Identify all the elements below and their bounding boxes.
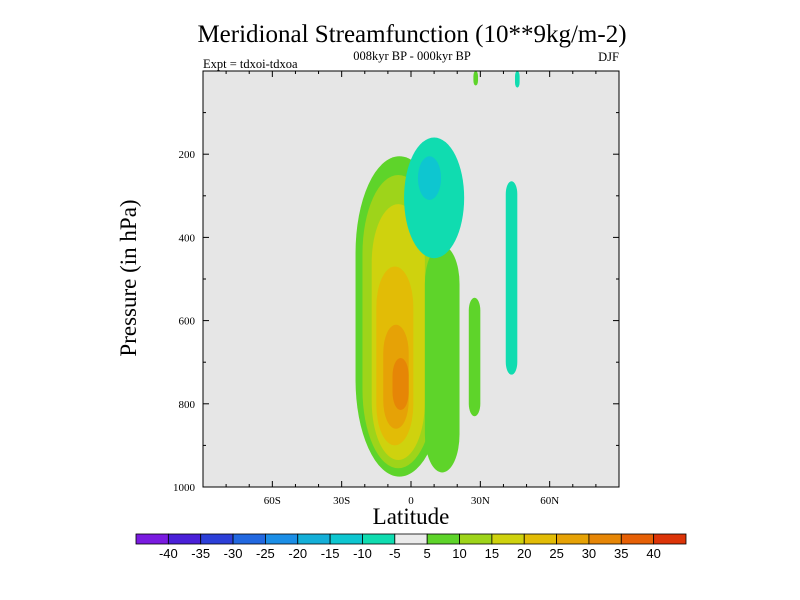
colorbar-swatch: [297, 533, 331, 545]
colorbar-swatch: [620, 533, 655, 545]
colorbar-swatch: [200, 533, 234, 545]
chart-title: Meridional Streamfunction (10**9kg/m-2): [197, 21, 626, 48]
colorbar-label: 25: [549, 546, 563, 561]
colorbar-label: -40: [159, 546, 178, 561]
colorbar-label: 40: [646, 546, 660, 561]
colorbar-label: -25: [256, 546, 275, 561]
x-tick-label: 30N: [471, 495, 490, 507]
x-axis: 60S 30S 0 30N 60N: [202, 71, 620, 507]
experiment-label: Expt = tdxoi-tdxoa: [203, 57, 298, 71]
contour-region-10: [505, 181, 518, 375]
colorbar-label: 20: [517, 546, 531, 561]
colorbar-swatch: [135, 533, 169, 545]
y-tick-label: 400: [179, 232, 196, 244]
colorbar-label: 35: [614, 546, 628, 561]
y-tick-label: 600: [179, 316, 196, 328]
colorbar-swatch: [556, 533, 590, 545]
colorbar-swatch: [459, 533, 493, 545]
contour-region-9: [417, 156, 442, 200]
contour-region-5: [392, 358, 409, 411]
contour-region-6: [424, 245, 460, 473]
x-tick-label: 60S: [264, 495, 281, 507]
x-axis-label: Latitude: [373, 504, 450, 529]
colorbar-label: -20: [288, 546, 307, 561]
colorbar-swatch: [491, 533, 525, 545]
colorbar-swatch: [167, 533, 202, 545]
colorbar-swatch: [426, 533, 460, 545]
colorbar-label: 30: [582, 546, 596, 561]
season-label: DJF: [598, 50, 619, 64]
colorbar-swatch: [362, 533, 396, 545]
colorbar: -40 -35 -30 -25 -20 -15 -10 -5 5 10 15 20 25 30 35 40: [135, 533, 687, 561]
colorbar-swatch: [588, 533, 622, 545]
x-tick-label: 0: [408, 495, 414, 507]
contour-regions: [355, 71, 520, 477]
colorbar-swatch: [265, 533, 299, 545]
colorbar-swatch: [329, 533, 363, 545]
colorbar-swatch: [394, 533, 428, 545]
colorbar-label: 15: [485, 546, 499, 561]
colorbar-swatch: [653, 533, 687, 545]
y-tick-label: 800: [179, 399, 196, 411]
chart-subtitle: 008kyr BP - 000kyr BP: [353, 49, 471, 63]
y-tick-label: 200: [179, 149, 196, 161]
x-tick-label: 60N: [540, 495, 559, 507]
y-axis-label: Pressure (in hPa): [116, 199, 141, 356]
colorbar-label: -5: [389, 546, 401, 561]
y-axis: 200 400 600 800 1000: [173, 112, 619, 494]
colorbar-label: 10: [452, 546, 466, 561]
colorbar-label: -30: [224, 546, 243, 561]
colorbar-label: -10: [353, 546, 372, 561]
colorbar-swatch: [232, 533, 266, 545]
colorbar-label: -15: [321, 546, 340, 561]
contour-region-12: [473, 71, 479, 86]
contour-region-11: [515, 71, 520, 88]
contour-region-7: [468, 297, 481, 417]
x-tick-label: 30S: [333, 495, 350, 507]
colorbar-swatch: [523, 533, 557, 545]
y-tick-label: 1000: [173, 482, 196, 494]
colorbar-label: 5: [424, 546, 431, 561]
colorbar-label: -35: [191, 546, 210, 561]
